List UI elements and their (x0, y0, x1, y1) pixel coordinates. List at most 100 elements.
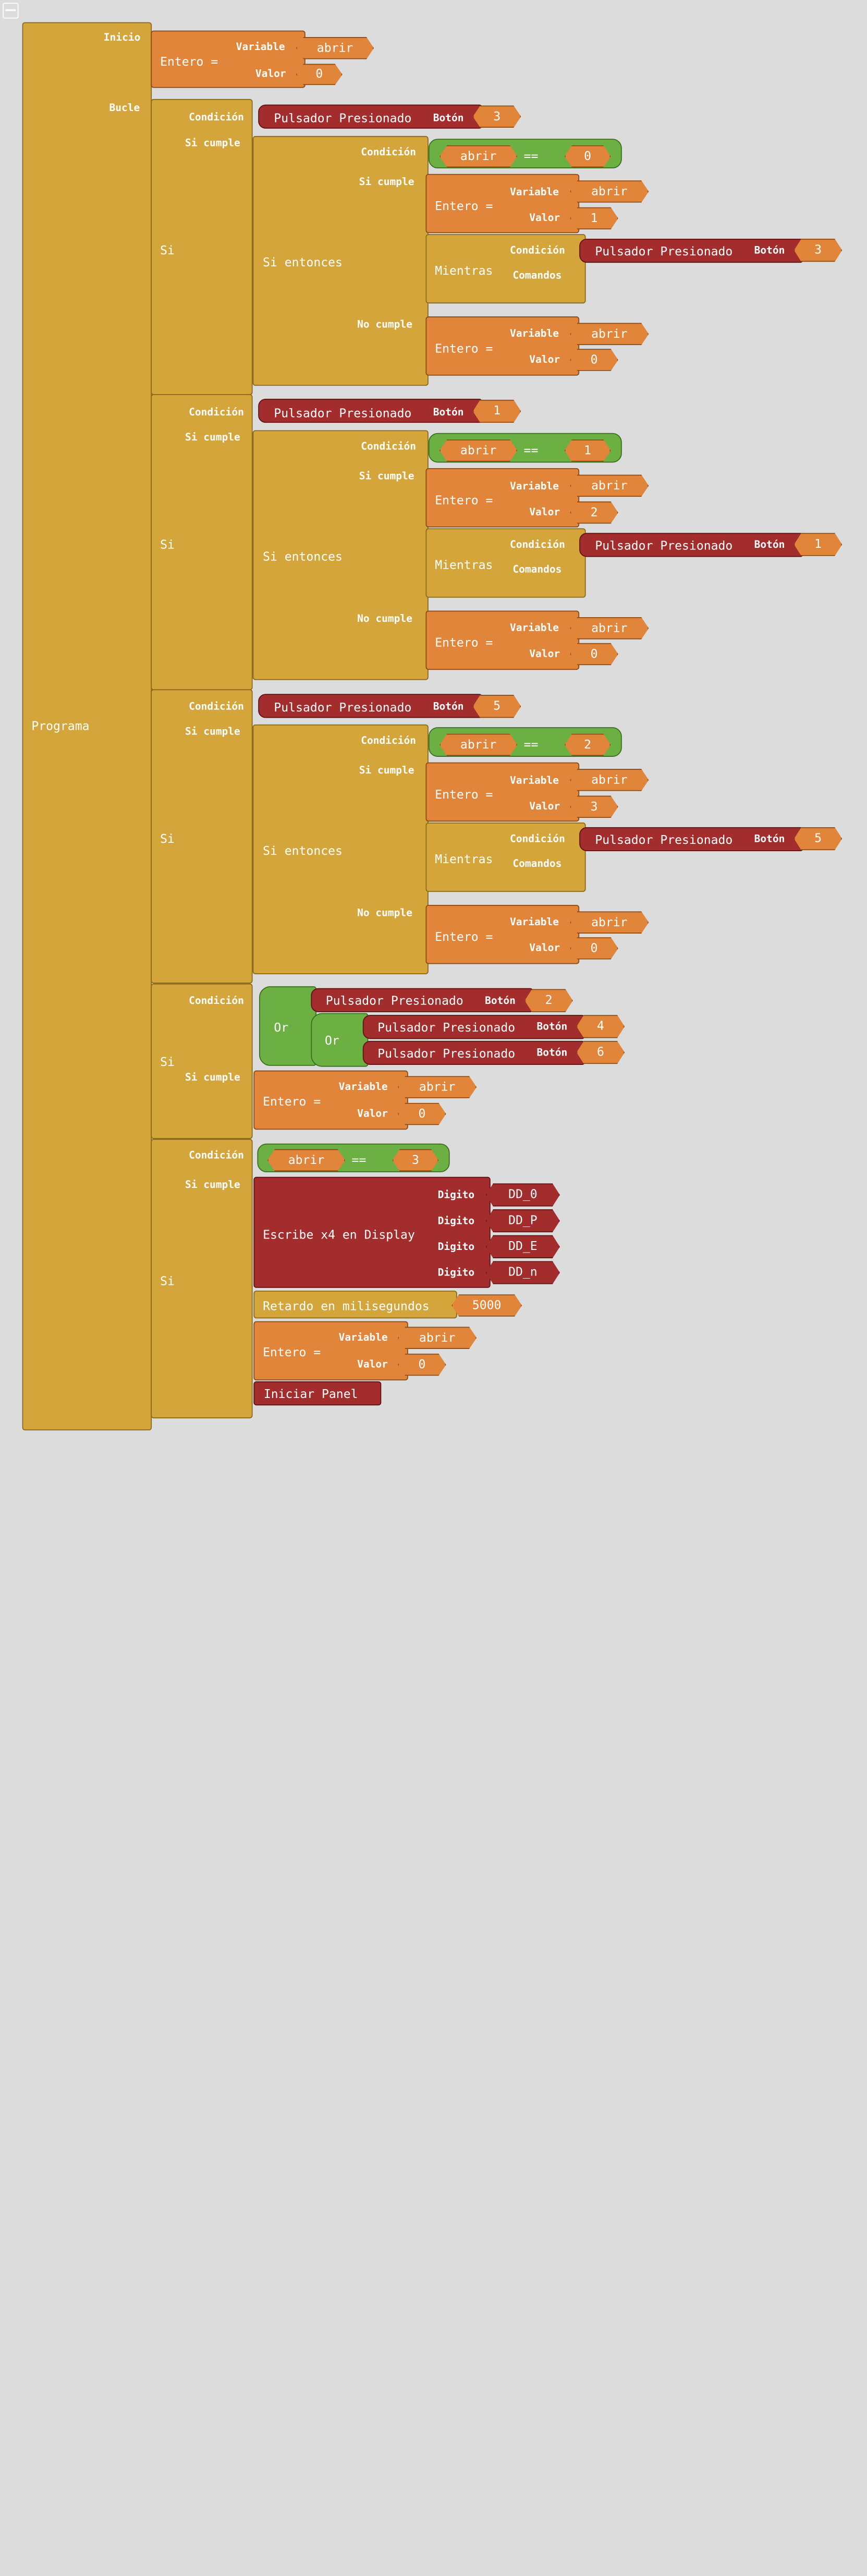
if1-while-block[interactable] (425, 234, 586, 304)
if3-set-block-b[interactable] (425, 904, 580, 964)
if5-set-valor[interactable]: 0 (398, 1354, 446, 1376)
if4-then-label: Si cumple (185, 1071, 240, 1084)
if5-digit-value-3[interactable]: DD_n (486, 1261, 560, 1284)
if5-digit-value-2[interactable]: DD_E (486, 1235, 560, 1258)
if3-button-block[interactable] (258, 694, 482, 718)
if-block-2[interactable] (151, 394, 253, 691)
if2-while-boton-value[interactable]: 1 (794, 533, 842, 556)
if2-compare-right[interactable]: 1 (565, 439, 611, 462)
if1-set-a-valor-label: Valor (529, 212, 560, 224)
if3-label: Si (160, 832, 175, 847)
if1-compare-right[interactable]: 0 (565, 145, 611, 168)
if3-compare-left[interactable]: abrir (439, 734, 517, 756)
if2-button-block[interactable] (258, 399, 482, 423)
if2-ifthen-then-label: Si cumple (359, 470, 414, 482)
init-valor-value[interactable]: 0 (296, 64, 343, 85)
if2-while-button-block[interactable] (579, 533, 803, 557)
if3-boton-value[interactable]: 5 (473, 695, 521, 718)
if3-else-label: No cumple (357, 906, 412, 919)
if3-while-label: Mientras (435, 853, 493, 867)
if4-or-inner-block[interactable] (311, 1013, 369, 1067)
if5-delay-block[interactable] (253, 1291, 457, 1319)
if1-set-b-variable[interactable]: abrir (570, 323, 649, 345)
if5-compare-right[interactable]: 3 (393, 1149, 439, 1172)
if2-while-condition-label: Condición (510, 538, 565, 551)
bucle-label: Bucle (109, 102, 140, 114)
program-block[interactable] (22, 22, 152, 1431)
if1-set-a-valor[interactable]: 1 (570, 207, 618, 230)
if3-while-block[interactable] (425, 822, 586, 892)
if4-button-block-b[interactable] (362, 1015, 585, 1039)
if1-while-comandos-label: Comandos (512, 269, 562, 281)
if4-set-block[interactable] (253, 1070, 408, 1130)
if2-while-boton-label: Botón (754, 538, 785, 551)
if4-set-variable[interactable]: abrir (398, 1076, 477, 1098)
if5-delay-value[interactable]: 5000 (451, 1294, 522, 1317)
if3-set-b-variable[interactable]: abrir (570, 911, 649, 934)
if2-set-a-valor[interactable]: 2 (570, 501, 618, 524)
if2-while-block[interactable] (425, 528, 586, 598)
if5-digit-label-1: Digito (437, 1215, 475, 1227)
if2-while-button-label: Pulsador Presionado (595, 539, 733, 554)
if3-compare-right[interactable]: 2 (565, 734, 611, 756)
if3-set-a-valor[interactable]: 3 (570, 796, 618, 818)
if2-set-a-label: Entero = (435, 494, 493, 508)
if2-compare-left[interactable]: abrir (439, 439, 517, 462)
if-block-3[interactable] (151, 689, 253, 984)
if1-ifthen-block[interactable] (252, 136, 429, 386)
if3-set-a-variable[interactable]: abrir (570, 769, 649, 791)
if4-boton-b-value[interactable]: 4 (577, 1015, 625, 1038)
if4-boton-a-value[interactable]: 2 (524, 989, 572, 1012)
if1-set-b-valor[interactable]: 0 (570, 349, 618, 371)
if5-set-valor-label: Valor (357, 1358, 388, 1370)
if-block-4[interactable] (151, 983, 253, 1139)
if1-compare-left[interactable]: abrir (439, 145, 517, 168)
if1-label: Si (160, 244, 175, 259)
if3-while-boton-value[interactable]: 5 (794, 827, 842, 850)
if1-button-block[interactable] (258, 104, 482, 129)
if2-ifthen-block[interactable] (252, 430, 429, 680)
if5-digit-value-0[interactable]: DD_0 (486, 1183, 560, 1206)
if2-set-block-b[interactable] (425, 610, 580, 670)
if5-label: Si (160, 1274, 175, 1289)
if1-set-block-b[interactable] (425, 316, 580, 376)
if4-boton-c-value[interactable]: 6 (577, 1041, 625, 1064)
if1-while-button-block[interactable] (579, 238, 803, 263)
if2-set-b-valor[interactable]: 0 (570, 643, 618, 666)
if4-or-block[interactable] (259, 986, 317, 1066)
if2-set-a-variable[interactable]: abrir (570, 475, 649, 497)
if-block-5[interactable] (151, 1139, 253, 1419)
if3-boton-label: Botón (433, 700, 464, 713)
if5-digit-value-1[interactable]: DD_P (486, 1209, 560, 1232)
if2-while-label: Mientras (435, 559, 493, 573)
if1-while-boton-value[interactable]: 3 (794, 239, 842, 262)
if3-set-b-label: Entero = (435, 930, 493, 945)
if3-while-button-block[interactable] (579, 827, 803, 851)
if1-set-block-a[interactable] (425, 174, 580, 234)
init-integer-block[interactable] (151, 30, 306, 88)
if4-boton-c-label: Botón (536, 1046, 568, 1059)
if1-set-b-variable-label: Variable (510, 327, 559, 340)
if5-display-block[interactable] (253, 1176, 491, 1288)
collapse-icon[interactable] (3, 3, 19, 19)
if5-set-variable[interactable]: abrir (398, 1327, 477, 1349)
if1-else-label: No cumple (357, 318, 412, 330)
if1-boton-value[interactable]: 3 (473, 105, 521, 128)
if5-panel-block[interactable] (253, 1381, 382, 1406)
if5-compare-left[interactable]: abrir (267, 1149, 345, 1172)
if3-set-b-valor[interactable]: 0 (570, 937, 618, 960)
if1-set-a-variable-label: Variable (510, 186, 559, 198)
if2-boton-value[interactable]: 1 (473, 400, 521, 423)
if3-set-block-a[interactable] (425, 762, 580, 822)
if5-digit-label-0: Digito (437, 1188, 475, 1201)
if1-set-a-variable[interactable]: abrir (570, 180, 649, 203)
if4-set-valor[interactable]: 0 (398, 1103, 446, 1125)
if3-ifthen-block[interactable] (252, 724, 429, 975)
init-variable-value[interactable]: abrir (296, 37, 374, 59)
if2-set-block-a[interactable] (425, 468, 580, 528)
if5-set-block[interactable] (253, 1321, 408, 1381)
if2-set-b-variable[interactable]: abrir (570, 617, 649, 640)
if3-button-label: Pulsador Presionado (274, 701, 412, 716)
if4-button-block-a[interactable] (311, 988, 533, 1012)
